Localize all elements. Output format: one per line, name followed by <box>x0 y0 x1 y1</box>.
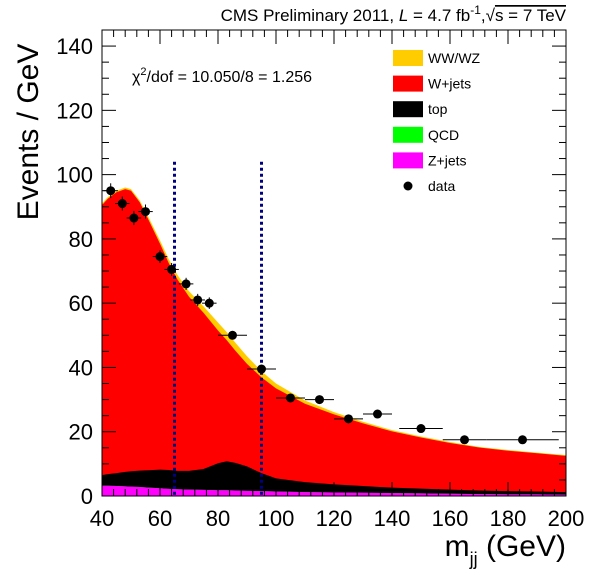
legend-label: data <box>428 178 455 194</box>
mass-window-lines <box>173 161 263 496</box>
header-text: CMS Preliminary 2011, L = 4.7 fb-1,√s = … <box>221 3 567 25</box>
data-point <box>276 393 305 403</box>
data-point-marker <box>373 409 382 419</box>
legend-label: QCD <box>428 127 459 143</box>
data-point-marker <box>204 298 214 308</box>
data-point <box>164 263 179 276</box>
legend-label: top <box>428 101 448 117</box>
data-point <box>190 293 205 307</box>
data-point <box>363 409 392 419</box>
data-point <box>486 435 559 445</box>
data-point-marker <box>193 295 203 305</box>
y-tick-label: 120 <box>56 98 93 123</box>
data-point <box>305 395 334 405</box>
x-axis-title: mjj (GeV) <box>445 530 566 569</box>
data-point <box>126 210 142 226</box>
data-point-marker <box>315 395 324 405</box>
data-point-marker <box>129 213 139 223</box>
data-point-marker <box>117 199 127 209</box>
data-point <box>247 364 276 374</box>
area-w-jets <box>102 189 566 496</box>
legend-label: Z+jets <box>428 152 467 168</box>
data-point <box>334 414 363 424</box>
y-axis-title: Events / GeV <box>12 44 45 221</box>
x-tick-label: 100 <box>258 506 295 531</box>
data-points <box>103 183 559 445</box>
data-point-marker <box>228 330 237 340</box>
legend-entry: W+jets <box>393 75 471 92</box>
data-point <box>115 196 130 211</box>
data-point-marker <box>257 364 266 374</box>
data-point-marker <box>181 279 191 289</box>
legend-swatch <box>393 126 423 143</box>
data-point-marker <box>155 252 165 262</box>
axis-ticks: 40 60 80 100 120 140 160 180 200 0 20 40 60 80 100 120 1… <box>56 29 585 531</box>
x-tick-label: 200 <box>548 506 585 531</box>
x-tick-label: 160 <box>432 506 469 531</box>
data-point <box>178 277 194 290</box>
x-tick-label: 80 <box>206 506 230 531</box>
data-point <box>399 424 443 434</box>
legend-label: W+jets <box>428 76 471 92</box>
y-tick-label: 20 <box>69 420 93 445</box>
y-tick-label: 60 <box>69 291 93 316</box>
data-point <box>152 250 168 263</box>
y-tick-label: 140 <box>56 34 93 59</box>
chi2-annotation: χ2/dof = 10.050/8 = 1.256 <box>132 66 312 86</box>
data-point <box>138 204 153 219</box>
legend-entry: data <box>403 178 455 194</box>
legend-entry: Z+jets <box>393 152 467 169</box>
data-point <box>218 330 247 340</box>
stacked-background-areas <box>102 187 566 497</box>
data-point-marker <box>518 435 527 445</box>
data-point <box>202 297 217 309</box>
data-point-marker <box>141 207 150 217</box>
data-point-marker <box>416 424 426 434</box>
x-tick-label: 120 <box>316 506 353 531</box>
data-point-marker <box>344 414 353 424</box>
x-tick-label: 140 <box>374 506 411 531</box>
data-point-marker <box>106 186 116 196</box>
legend-entry: top <box>393 101 448 118</box>
data-point-marker <box>167 264 177 274</box>
data-point-marker <box>286 393 295 403</box>
legend-swatch <box>393 75 423 92</box>
x-tick-label: 180 <box>490 506 527 531</box>
x-tick-label: 60 <box>148 506 172 531</box>
legend-swatch <box>393 152 423 169</box>
legend-swatch <box>393 50 423 66</box>
legend: WW/WZ W+jets top QCD Z+jets data <box>393 50 481 194</box>
legend-swatch <box>393 101 423 118</box>
y-tick-label: 100 <box>56 163 93 188</box>
x-tick-label: 40 <box>90 506 114 531</box>
data-point <box>442 435 487 445</box>
y-tick-label: 80 <box>69 227 93 252</box>
data-point-marker <box>460 435 469 445</box>
legend-label: WW/WZ <box>428 50 481 66</box>
y-tick-label: 0 <box>81 484 93 509</box>
legend-data-marker <box>403 181 413 191</box>
y-tick-label: 40 <box>69 355 93 380</box>
legend-entry: QCD <box>393 126 459 143</box>
legend-entry: WW/WZ <box>393 50 481 66</box>
